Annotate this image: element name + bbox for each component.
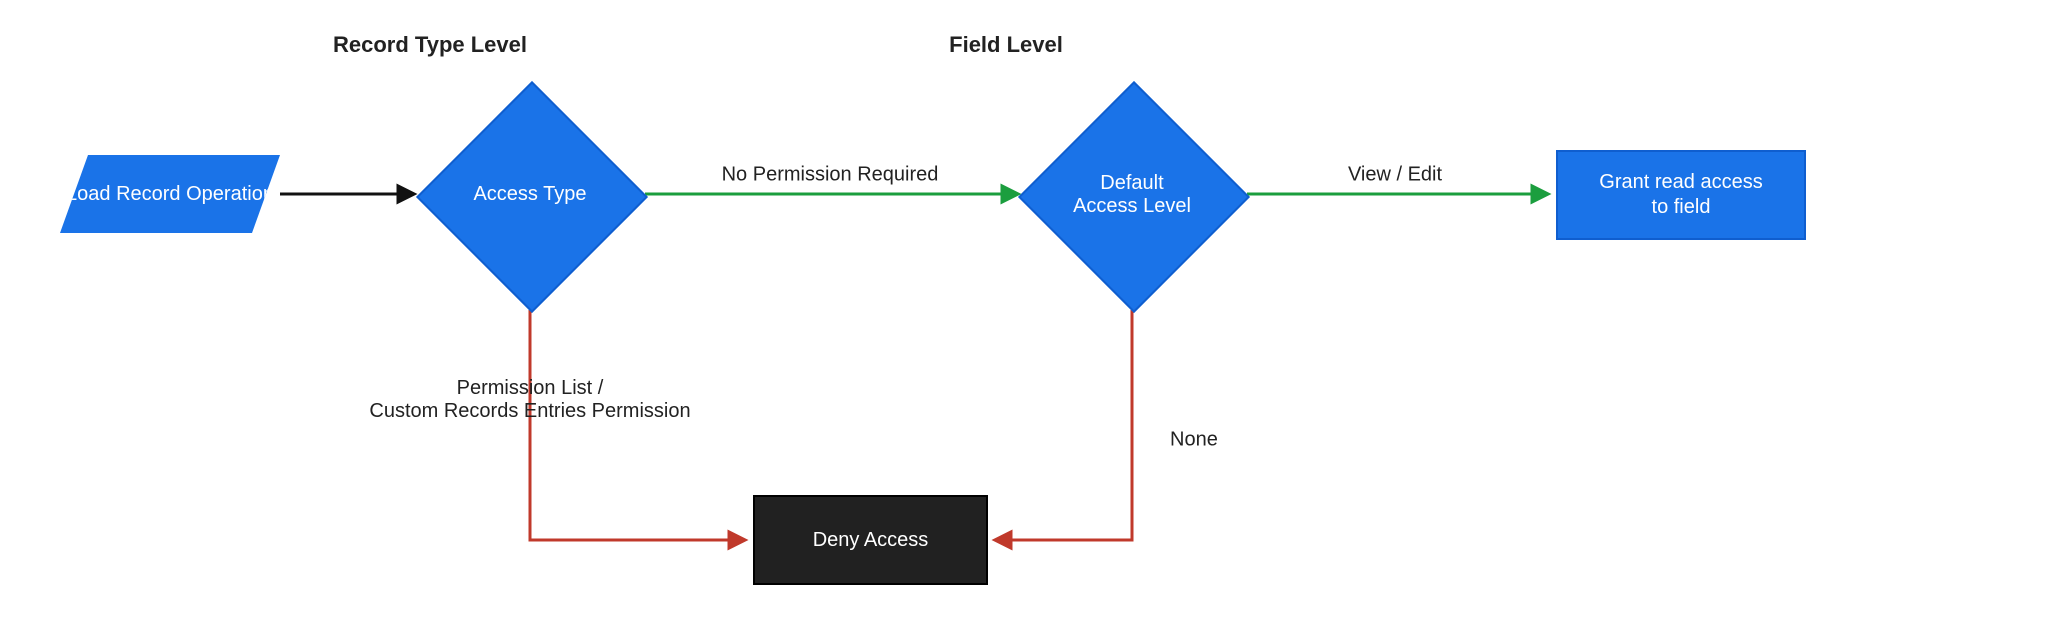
node-deny-access: Deny Access [753, 495, 988, 585]
node-load-record-operation: Load Record Operation [60, 155, 280, 233]
heading-field-level: Field Level [949, 32, 1063, 58]
edge-label-no-permission-required: No Permission Required [722, 164, 939, 187]
edge-e_default_deny [995, 310, 1132, 540]
node-grant-read-access-label: Grant read access to field [1595, 166, 1766, 224]
node-default-access-level: Default Access Level [1019, 82, 1245, 308]
flowchart-canvas: Record Type Level Field Level Load Recor… [0, 0, 2048, 625]
edge-label-none: None [1170, 429, 1218, 452]
node-access-type: Access Type [417, 82, 643, 308]
node-access-type-label: Access Type [473, 183, 586, 206]
node-deny-access-label: Deny Access [809, 524, 933, 557]
node-default-access-level-label: Default Access Level [1073, 172, 1191, 218]
node-grant-read-access: Grant read access to field [1556, 150, 1806, 240]
node-load-record-operation-label: Load Record Operation [66, 183, 274, 206]
heading-record-type-level: Record Type Level [333, 32, 527, 58]
edge-label-permission-list: Permission List / Custom Records Entries… [369, 377, 690, 423]
edge-e_access_deny [530, 310, 745, 540]
edge-label-view-edit: View / Edit [1348, 164, 1442, 187]
